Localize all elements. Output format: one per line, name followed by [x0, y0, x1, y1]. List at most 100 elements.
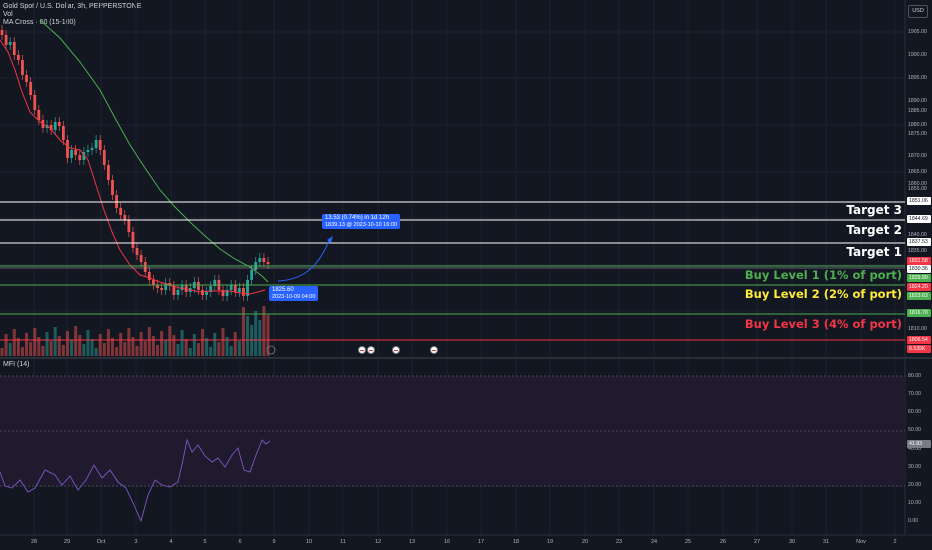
price-tag-high: 1831.58 — [907, 257, 931, 265]
candle-body — [176, 290, 180, 295]
candle-body — [139, 255, 143, 262]
time-axis-label: 12 — [374, 539, 382, 545]
price-axis-label: 1865.00 — [908, 169, 927, 175]
economic-event-icon[interactable] — [358, 346, 366, 354]
mfi-line — [0, 438, 271, 523]
buy3-label: Buy Level 3 (4% of port) — [744, 317, 902, 331]
time-axis-label: 24 — [650, 539, 658, 545]
candle-body — [209, 286, 213, 292]
candle-body — [98, 140, 102, 150]
volume-bar — [94, 348, 98, 356]
time-axis-label: 3 — [134, 539, 138, 545]
volume-bar — [229, 346, 233, 356]
ma-long-line — [39, 19, 269, 283]
volume-bar — [172, 335, 176, 356]
time-axis-label: 6 — [238, 539, 242, 545]
candle-body — [33, 95, 37, 110]
time-axis-label: 25 — [684, 539, 692, 545]
mfi-axis-label: 20.00 — [908, 482, 921, 488]
volume-bar — [65, 331, 69, 356]
time-axis-label: 13 — [408, 539, 416, 545]
projection-arrowhead — [327, 236, 333, 243]
volume-bar — [180, 330, 184, 356]
volume-bar — [49, 341, 53, 356]
candle-body — [70, 150, 73, 158]
candle-body — [16, 55, 20, 60]
volume-indicator-label[interactable]: Vol — [3, 11, 13, 18]
mfi-title[interactable]: MFI (14) — [3, 361, 30, 368]
time-axis-label: Oct — [96, 539, 106, 545]
price-tag-ma: 1829.89 — [907, 274, 931, 282]
candle-body — [21, 60, 24, 75]
projection-change: 13.53 (0.74%) in 1d 12h — [325, 215, 390, 221]
volume-bar — [61, 345, 65, 356]
volume-bar — [262, 306, 266, 356]
time-axis-label: 11 — [340, 539, 346, 545]
price-axis-label: 1900.00 — [908, 52, 927, 58]
candle-body — [237, 288, 241, 292]
price-axis-label: 1875.00 — [908, 131, 927, 137]
volume-bar — [160, 331, 164, 356]
volume-bar — [196, 343, 200, 356]
volume-bar — [70, 340, 74, 356]
candle-body — [49, 125, 53, 130]
volume-bar — [37, 337, 41, 356]
time-axis-label: 30 — [788, 539, 796, 545]
time-axis-label: 20 — [581, 539, 589, 545]
economic-event-icon[interactable] — [430, 346, 438, 354]
volume-bar — [106, 329, 110, 356]
volume-bar — [143, 341, 147, 356]
time-axis-label: 17 — [477, 539, 485, 545]
currency-selector[interactable]: USD — [908, 5, 928, 18]
volume-bar — [151, 336, 155, 356]
time-axis-label: Nov — [856, 539, 866, 545]
candle-body — [242, 288, 245, 296]
price-axis-label: 1840.00 — [908, 232, 927, 238]
candle-body — [0, 30, 4, 35]
volume-bar — [4, 334, 8, 356]
economic-event-icon[interactable] — [367, 346, 375, 354]
volume-bar — [45, 332, 49, 356]
economic-event-icon[interactable] — [392, 346, 400, 354]
candle-body — [4, 35, 8, 45]
price-axis-label: 1885.00 — [908, 108, 927, 114]
price-axis-label: 1860.00 — [908, 181, 927, 187]
candle-body — [180, 285, 184, 290]
projection-callout[interactable]: 13.53 (0.74%) in 1d 12h 1839.13 @ 2023-1… — [322, 214, 400, 229]
candle-body — [250, 270, 254, 280]
symbol-title[interactable]: Gold Spot / U.S. Dollar, 3h, PEPPERSTONE — [3, 3, 142, 10]
volume-bar — [33, 328, 37, 356]
mfi-axis-label: 30.00 — [908, 464, 921, 470]
time-axis-label: 5 — [203, 539, 207, 545]
time-axis-label: 4 — [169, 539, 173, 545]
ma-cross-indicator-label[interactable]: MA Cross · 60 (15-100) — [3, 19, 76, 26]
candle-body — [102, 150, 106, 165]
price-axis-label: 1870.00 — [908, 153, 927, 159]
volume-bar — [209, 347, 213, 356]
candle-body — [221, 290, 225, 296]
volume-bar — [184, 339, 188, 356]
volume-bar — [0, 348, 4, 356]
entry-time: 2023-10-09 04:00 — [272, 293, 316, 300]
price-tag-current: 1824.20 — [907, 283, 931, 291]
volume-bar — [205, 338, 209, 356]
volume-bar — [201, 329, 205, 356]
volume-bar — [16, 338, 20, 356]
candle-body — [12, 42, 16, 55]
price-tag-buy1: 1830.36 — [907, 265, 931, 273]
candle-body — [131, 232, 135, 248]
time-axis-label: 19 — [546, 539, 554, 545]
volume-bars — [0, 306, 270, 356]
volume-bar — [246, 316, 250, 356]
volume-bar — [82, 344, 86, 356]
time-axis-label: 29 — [63, 539, 71, 545]
price-axis-label: 1810.00 — [908, 326, 927, 332]
candle-body — [205, 292, 209, 295]
entry-callout[interactable]: 1825.60 2023-10-09 04:00 — [269, 286, 319, 301]
candle-body — [197, 282, 200, 290]
mfi-axis-label: 0.00 — [908, 518, 919, 524]
volume-bar — [86, 330, 90, 356]
volume-bar — [164, 340, 168, 356]
volume-bar — [41, 346, 45, 356]
